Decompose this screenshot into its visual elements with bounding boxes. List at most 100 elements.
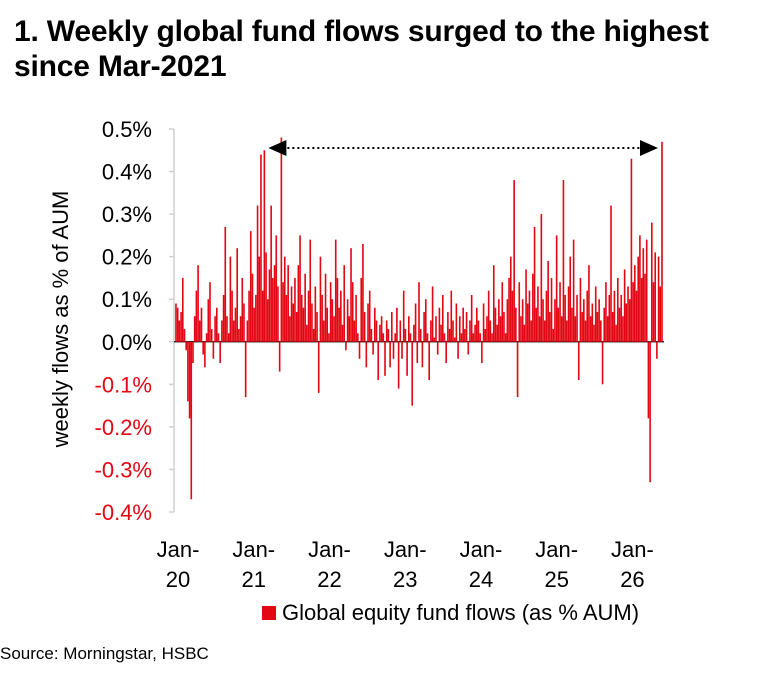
bar xyxy=(377,341,380,381)
bar xyxy=(465,311,468,342)
bar xyxy=(613,290,616,342)
bar xyxy=(589,316,592,342)
bar xyxy=(185,341,187,351)
x-tick-label-bottom: 23 xyxy=(393,567,417,592)
bar xyxy=(394,333,397,342)
bar xyxy=(401,341,403,359)
bar xyxy=(453,337,456,342)
bar xyxy=(312,329,315,342)
x-tick-label-top: Jan- xyxy=(611,537,654,562)
annotation-arrow xyxy=(268,140,658,156)
bar xyxy=(426,333,429,342)
bar xyxy=(656,341,658,359)
bar xyxy=(491,333,493,342)
bar xyxy=(336,277,339,342)
bar xyxy=(460,333,463,342)
bar xyxy=(324,273,327,342)
bar xyxy=(197,265,199,342)
bar xyxy=(576,294,578,342)
bar xyxy=(187,341,189,402)
bar xyxy=(515,307,517,342)
bar xyxy=(538,316,541,342)
bar xyxy=(659,286,662,342)
bar xyxy=(268,269,271,342)
bar xyxy=(627,286,629,342)
bar xyxy=(554,299,556,342)
bar xyxy=(564,294,566,342)
legend-swatch xyxy=(262,606,276,620)
bar xyxy=(292,303,295,342)
bar xyxy=(462,307,464,342)
bar xyxy=(464,329,466,342)
bar xyxy=(583,299,585,342)
bar xyxy=(224,226,227,342)
bar xyxy=(285,294,288,342)
bar xyxy=(297,265,300,342)
bar xyxy=(209,282,211,342)
bar xyxy=(487,290,490,342)
chart: 0.5% 0.4% 0.3% 0.2% 0.1% 0.0% -0.1% -0.2% -0.3% -… xyxy=(48,117,664,625)
bar xyxy=(504,333,507,342)
bar xyxy=(319,256,322,342)
bar xyxy=(458,316,461,342)
bar xyxy=(644,273,646,342)
bar xyxy=(243,303,245,342)
bar xyxy=(593,324,595,342)
bar xyxy=(351,282,354,342)
bar xyxy=(436,341,439,355)
y-tick-label: 0.0% xyxy=(102,330,152,355)
bar xyxy=(207,299,210,342)
bar xyxy=(280,137,283,342)
bar xyxy=(499,316,502,342)
bar xyxy=(294,277,296,342)
bar xyxy=(447,311,449,342)
x-tick-label-bottom: 24 xyxy=(469,567,493,592)
bar xyxy=(370,329,373,342)
bar xyxy=(560,316,563,342)
bar xyxy=(605,282,607,342)
bar xyxy=(433,337,436,342)
bar xyxy=(552,329,555,342)
bar xyxy=(540,214,543,342)
arrow-head-left xyxy=(268,140,287,156)
bar xyxy=(618,307,621,342)
bar xyxy=(341,324,344,342)
bar xyxy=(326,307,329,342)
bar xyxy=(210,329,213,342)
x-tick-label: Jan- 24 xyxy=(460,537,503,592)
bar xyxy=(623,269,626,342)
bar xyxy=(457,341,459,359)
bar xyxy=(569,256,572,342)
bar xyxy=(625,303,628,342)
bar xyxy=(620,294,623,342)
bar xyxy=(637,256,640,342)
legend: Global equity fund flows (as % AUM) xyxy=(262,600,639,625)
bar xyxy=(229,256,232,342)
bar xyxy=(389,341,391,368)
bar xyxy=(385,320,388,342)
bar xyxy=(642,248,645,342)
source-note: Source: Morningstar, HSBC xyxy=(0,644,209,663)
bar xyxy=(416,341,419,364)
bar xyxy=(348,316,351,342)
bar xyxy=(511,290,514,342)
bar xyxy=(350,248,352,342)
bar xyxy=(431,286,434,342)
bar xyxy=(239,316,242,342)
bar xyxy=(559,282,561,342)
bar xyxy=(543,320,546,342)
bar xyxy=(365,341,368,368)
bar xyxy=(270,205,272,342)
bar xyxy=(635,290,638,342)
bar xyxy=(217,333,220,342)
bar xyxy=(600,320,602,342)
bar xyxy=(438,307,441,342)
x-tick-label: Jan- 22 xyxy=(308,537,351,592)
bar xyxy=(472,333,475,342)
bar xyxy=(640,277,643,342)
legend-label: Global equity fund flows (as % AUM) xyxy=(282,600,639,625)
x-tick-label-top: Jan- xyxy=(232,537,275,562)
bar xyxy=(226,316,228,342)
y-tick-label: 0.4% xyxy=(102,160,152,185)
bar xyxy=(306,324,308,342)
